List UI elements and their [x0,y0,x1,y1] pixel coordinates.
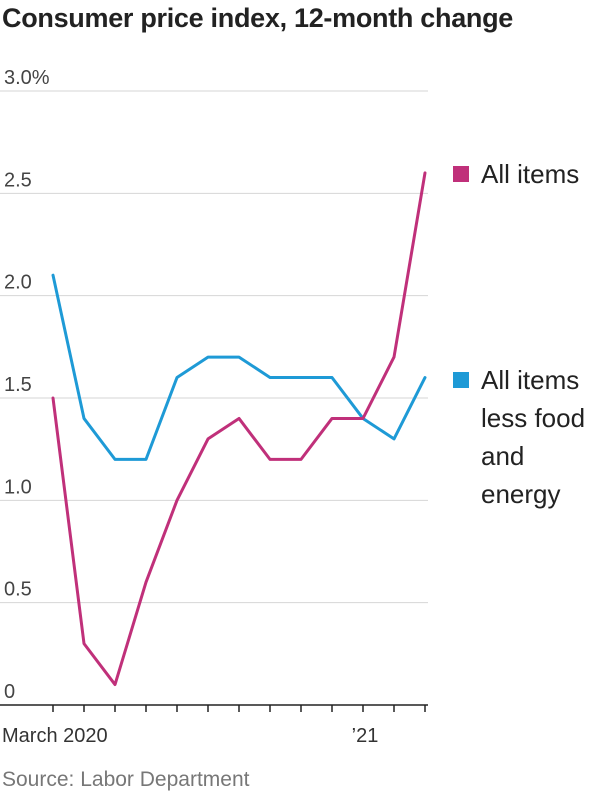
x-tick-label: ’21 [352,725,379,747]
gridlines [0,90,428,604]
chart-title: Consumer price index, 12-month change [2,3,514,33]
x-axis [0,704,428,712]
legend-swatch [453,372,469,388]
series-line [51,171,427,687]
source-note: Source: Labor Department [2,768,250,791]
y-tick-label: 3.0% [4,67,50,89]
legend-label: All items [481,365,579,395]
legend-label: energy [481,479,561,509]
y-tick-label: 2.0 [4,272,32,294]
legend-label: less food [481,403,585,433]
series-lines [51,171,427,687]
legend-label: All items [481,159,579,189]
x-tick-label: March 2020 [2,725,108,747]
legend-label: and [481,441,524,471]
legend: All items All items less food and energy [453,159,585,509]
x-axis-labels: March 2020 ’21 [2,725,378,747]
y-tick-label: 1.0 [4,476,32,498]
legend-swatch [453,166,469,182]
y-tick-label: 1.5 [4,374,32,396]
y-tick-label: 0.5 [4,579,32,601]
y-tick-label: 2.5 [4,169,32,191]
series-line [51,273,427,461]
y-axis-labels: 0 0.5 1.0 1.5 2.0 2.5 3.0% [4,67,50,703]
y-tick-label: 0 [4,681,15,703]
